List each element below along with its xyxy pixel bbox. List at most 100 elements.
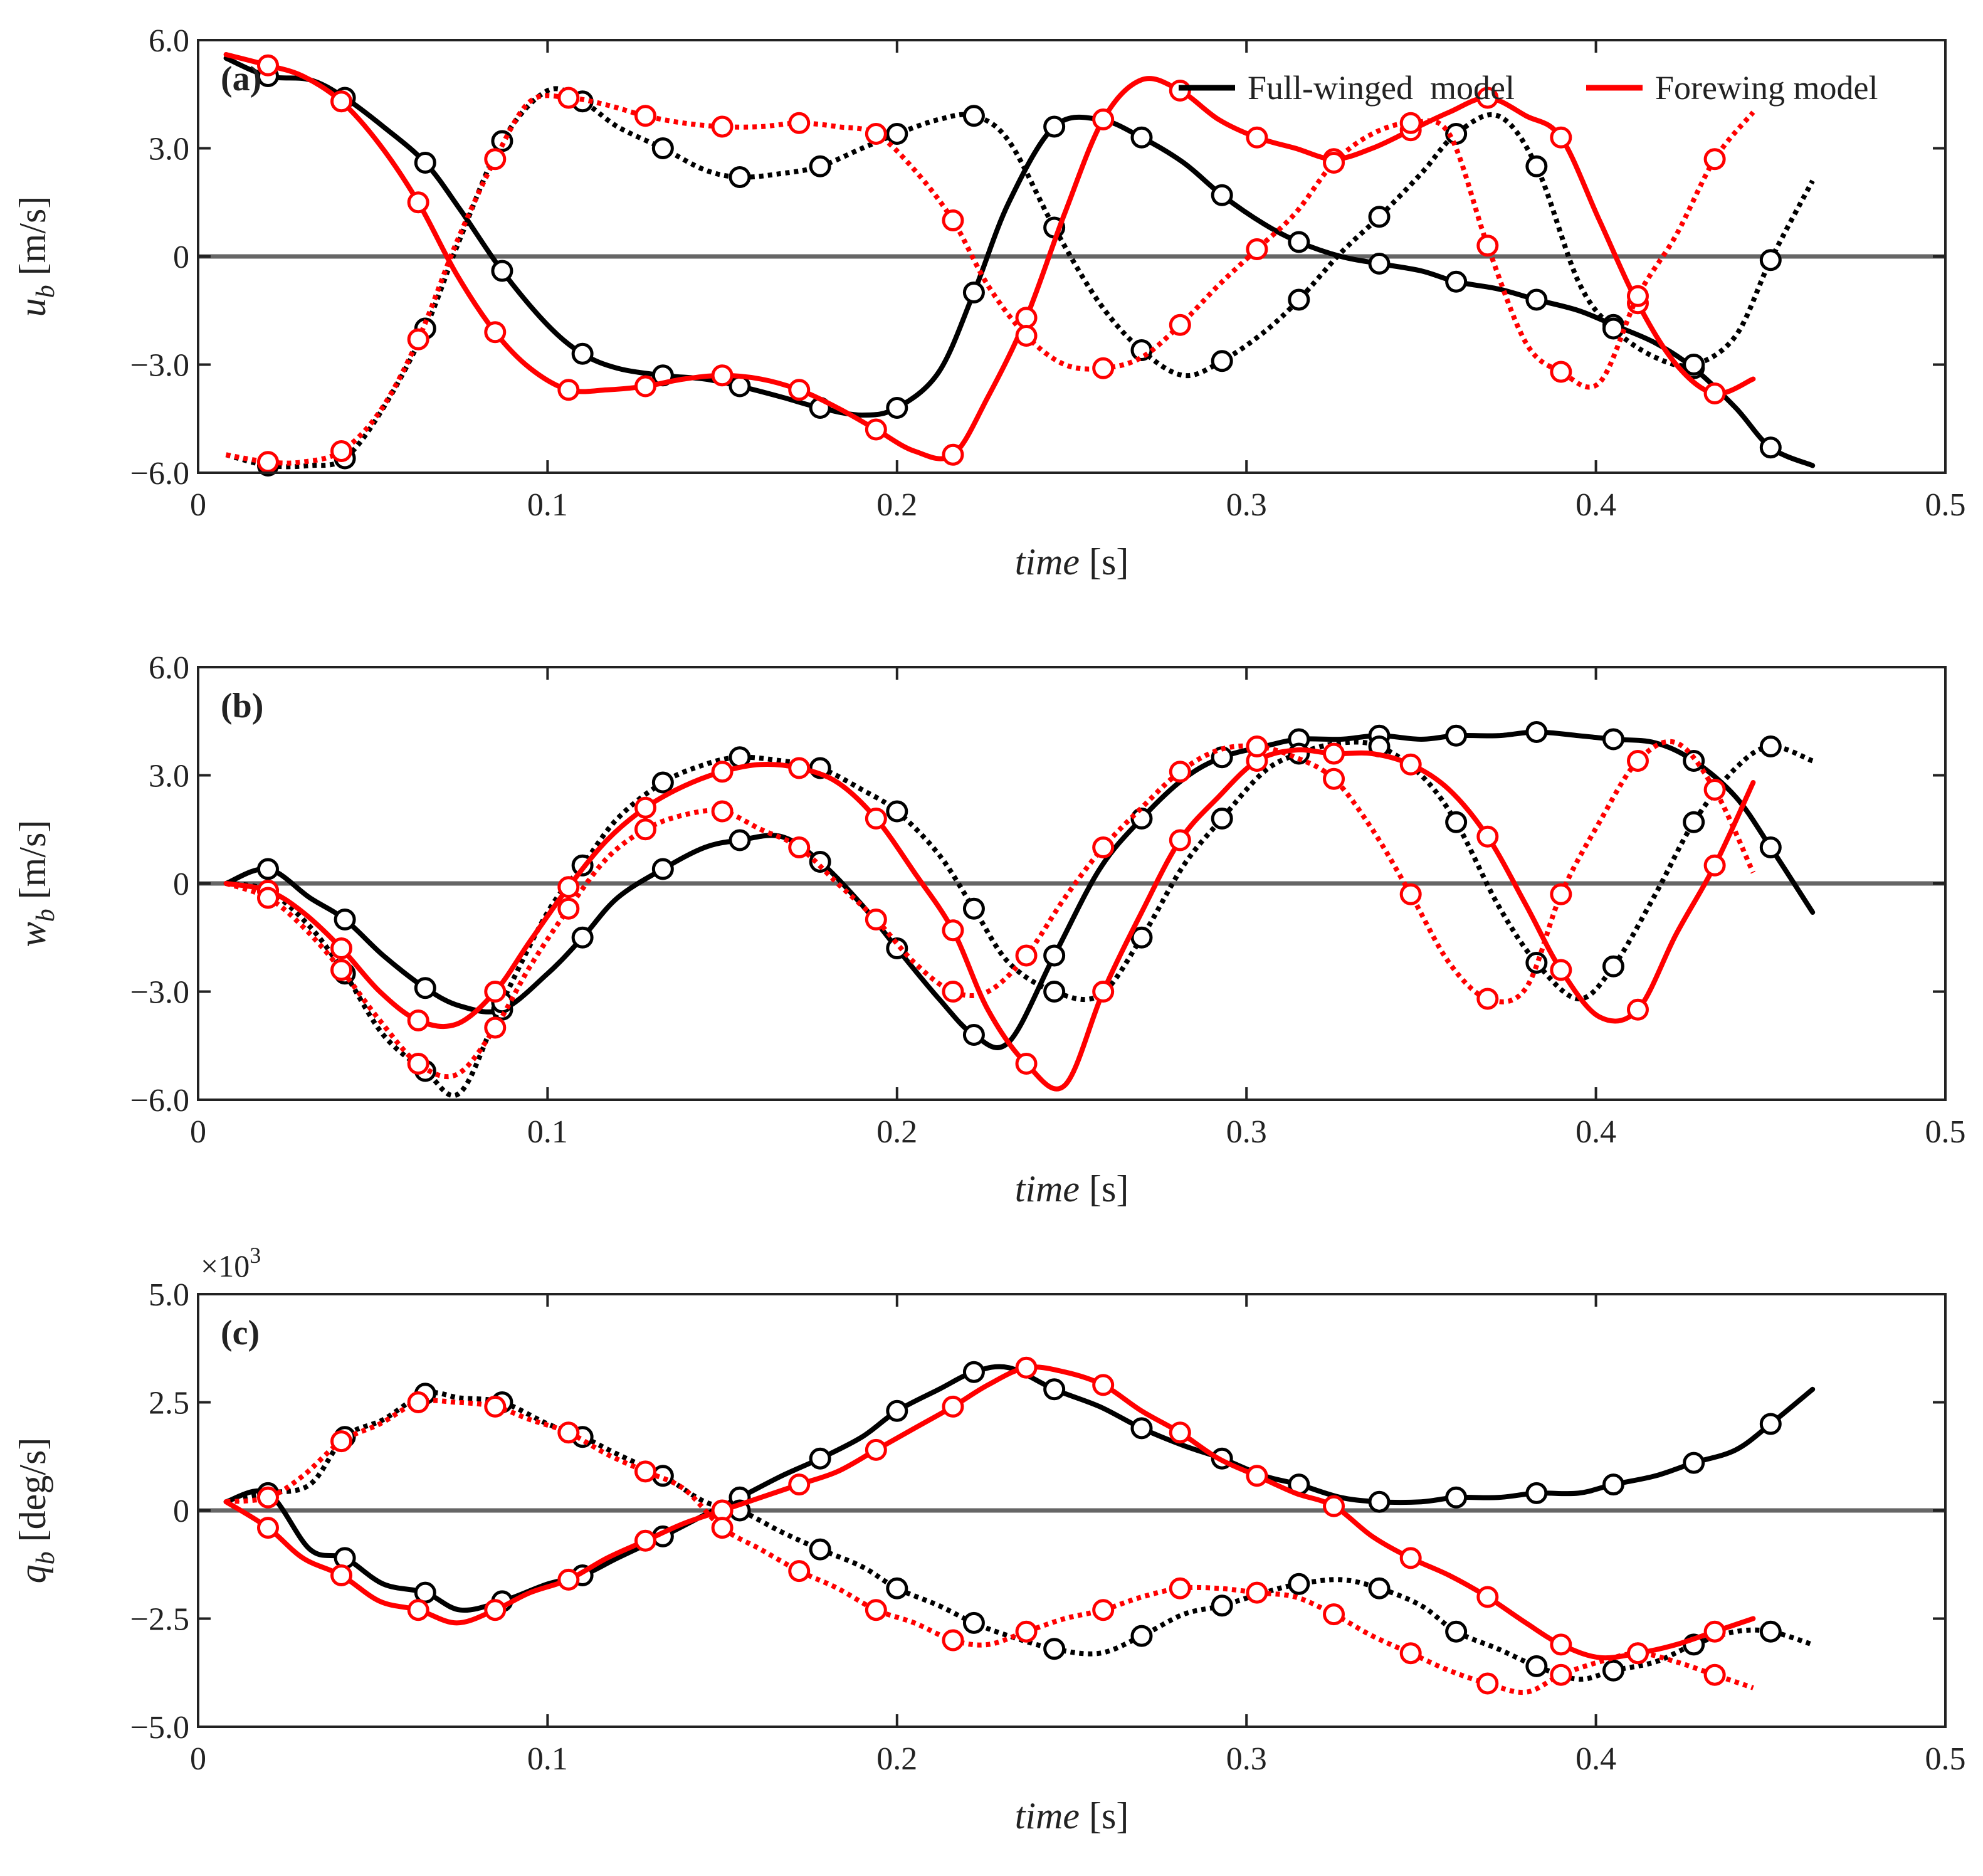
data-point-a-0-3 — [491, 260, 513, 282]
x-tick-label-a-2: 0.2 — [876, 487, 917, 523]
data-point-b-2-17 — [1550, 959, 1572, 981]
data-point-c-2-1 — [330, 1564, 353, 1586]
y-tick-label-a-3: 3.0 — [149, 132, 189, 167]
data-point-b-0-6 — [729, 829, 751, 851]
data-point-c-3-19 — [1703, 1663, 1726, 1686]
data-point-c-2-13 — [1246, 1465, 1268, 1487]
x-axis-label-b: time [s] — [1015, 1168, 1129, 1209]
data-point-a-3-7 — [788, 112, 811, 134]
data-point-b-2-3 — [484, 981, 507, 1003]
x-tick-label-c-2: 0.2 — [876, 1741, 917, 1777]
data-point-a-2-17 — [1550, 126, 1572, 149]
x-tick-label-b-4: 0.4 — [1575, 1114, 1616, 1150]
data-point-b-2-5 — [634, 796, 656, 819]
data-point-c-1-16 — [1525, 1655, 1548, 1677]
exponent-label-c: ×103 — [201, 1243, 261, 1283]
x-tick-label-b-0: 0 — [190, 1114, 206, 1150]
data-point-b-0-7 — [809, 851, 831, 873]
panel-a: 0 0.1 0.2 0.3 0.4 0.5 −6.0 −3.0 0 3.0 6.0 (a) time [… — [12, 23, 1966, 582]
panel-label-b: (b) — [221, 687, 263, 725]
data-point-c-1-15 — [1445, 1620, 1468, 1643]
data-point-c-3-0 — [256, 1486, 279, 1509]
data-point-b-3-15 — [1399, 883, 1422, 905]
data-point-a-3-11 — [1092, 357, 1115, 379]
x-tick-label-b-3: 0.3 — [1226, 1114, 1267, 1150]
data-point-a-1-12 — [1211, 350, 1233, 372]
data-point-c-3-11 — [1092, 1599, 1115, 1621]
data-point-b-0-19 — [1759, 836, 1782, 858]
data-point-b-2-19 — [1703, 854, 1726, 877]
data-point-a-2-1 — [330, 90, 353, 113]
data-point-b-2-12 — [1169, 829, 1191, 851]
data-point-c-3-8 — [865, 1599, 887, 1621]
data-point-a-2-3 — [484, 321, 507, 344]
y-axis-label-b: wb [m/s] — [12, 820, 60, 947]
data-point-b-1-5 — [651, 771, 674, 794]
data-point-c-3-14 — [1323, 1603, 1345, 1626]
data-point-b-3-2 — [407, 1053, 429, 1075]
data-point-c-0-11 — [1130, 1417, 1153, 1440]
data-point-b-3-17 — [1550, 883, 1572, 905]
series-line-a-3 — [225, 93, 1755, 466]
data-point-b-1-12 — [1211, 808, 1233, 830]
data-point-a-0-12 — [1211, 184, 1233, 206]
data-point-a-3-19 — [1703, 148, 1726, 171]
x-tick-label-a-3: 0.3 — [1226, 487, 1267, 523]
data-point-a-2-2 — [407, 191, 429, 214]
series-line-a-0 — [223, 55, 1816, 468]
data-point-c-3-10 — [1015, 1620, 1038, 1643]
data-point-a-0-10 — [1043, 115, 1066, 138]
y-tick-label-a-0: −6.0 — [130, 456, 189, 492]
x-tick-label-b-5: 0.5 — [1925, 1114, 1966, 1150]
data-point-c-3-16 — [1476, 1672, 1499, 1695]
data-point-a-1-17 — [1602, 317, 1624, 340]
data-point-c-0-1 — [334, 1547, 356, 1569]
series-line-a-2 — [223, 52, 1756, 461]
data-point-a-3-6 — [711, 115, 734, 138]
data-point-c-0-7 — [809, 1447, 831, 1470]
x-tick-label-a-4: 0.4 — [1575, 487, 1616, 523]
data-point-b-0-10 — [1043, 944, 1066, 967]
data-point-b-3-13 — [1246, 735, 1268, 757]
series-line-b-1 — [225, 739, 1814, 1099]
data-point-c-3-1 — [330, 1430, 353, 1453]
data-point-a-3-9 — [942, 209, 964, 231]
x-axis-label-a: time [s] — [1015, 541, 1129, 582]
data-point-a-3-13 — [1246, 238, 1268, 260]
data-point-a-0-9 — [962, 282, 985, 303]
data-point-a-3-1 — [330, 440, 353, 462]
y-tick-label-b-0: −6.0 — [130, 1083, 189, 1119]
data-point-b-1-10 — [1043, 981, 1066, 1003]
x-tick-label-c-0: 0 — [190, 1741, 206, 1777]
data-point-b-3-14 — [1323, 767, 1345, 790]
data-point-a-1-6 — [729, 166, 751, 188]
data-point-c-1-12 — [1211, 1594, 1233, 1617]
data-point-b-2-8 — [865, 808, 887, 830]
x-axis-label-c: time [s] — [1015, 1795, 1129, 1836]
data-point-b-2-14 — [1323, 742, 1345, 765]
data-point-a-2-19 — [1703, 382, 1726, 404]
data-point-c-2-2 — [407, 1599, 429, 1621]
series-line-c-0 — [223, 1364, 1816, 1613]
y-axis-label-a: ub [m/s] — [12, 196, 60, 317]
data-point-b-1-18 — [1683, 811, 1705, 833]
data-point-a-1-7 — [809, 155, 831, 177]
data-point-a-1-13 — [1288, 288, 1310, 311]
data-point-a-3-0 — [256, 451, 279, 473]
data-point-c-3-2 — [407, 1391, 429, 1413]
data-point-c-3-9 — [942, 1629, 964, 1652]
legend-label-forewing: Forewing model — [1655, 69, 1878, 107]
y-tick-label-c-3: 2.5 — [149, 1386, 189, 1421]
data-point-a-2-7 — [788, 379, 811, 401]
data-point-c-2-15 — [1399, 1547, 1422, 1569]
data-point-c-0-10 — [1043, 1378, 1066, 1401]
data-point-b-0-0 — [256, 858, 279, 880]
data-point-c-3-13 — [1246, 1581, 1268, 1604]
y-tick-label-c-4: 5.0 — [149, 1277, 189, 1313]
data-point-a-3-18 — [1626, 285, 1649, 307]
data-point-b-3-11 — [1092, 836, 1115, 858]
data-point-a-1-19 — [1759, 249, 1782, 271]
data-point-a-1-18 — [1683, 354, 1705, 376]
data-point-b-1-19 — [1759, 735, 1782, 757]
